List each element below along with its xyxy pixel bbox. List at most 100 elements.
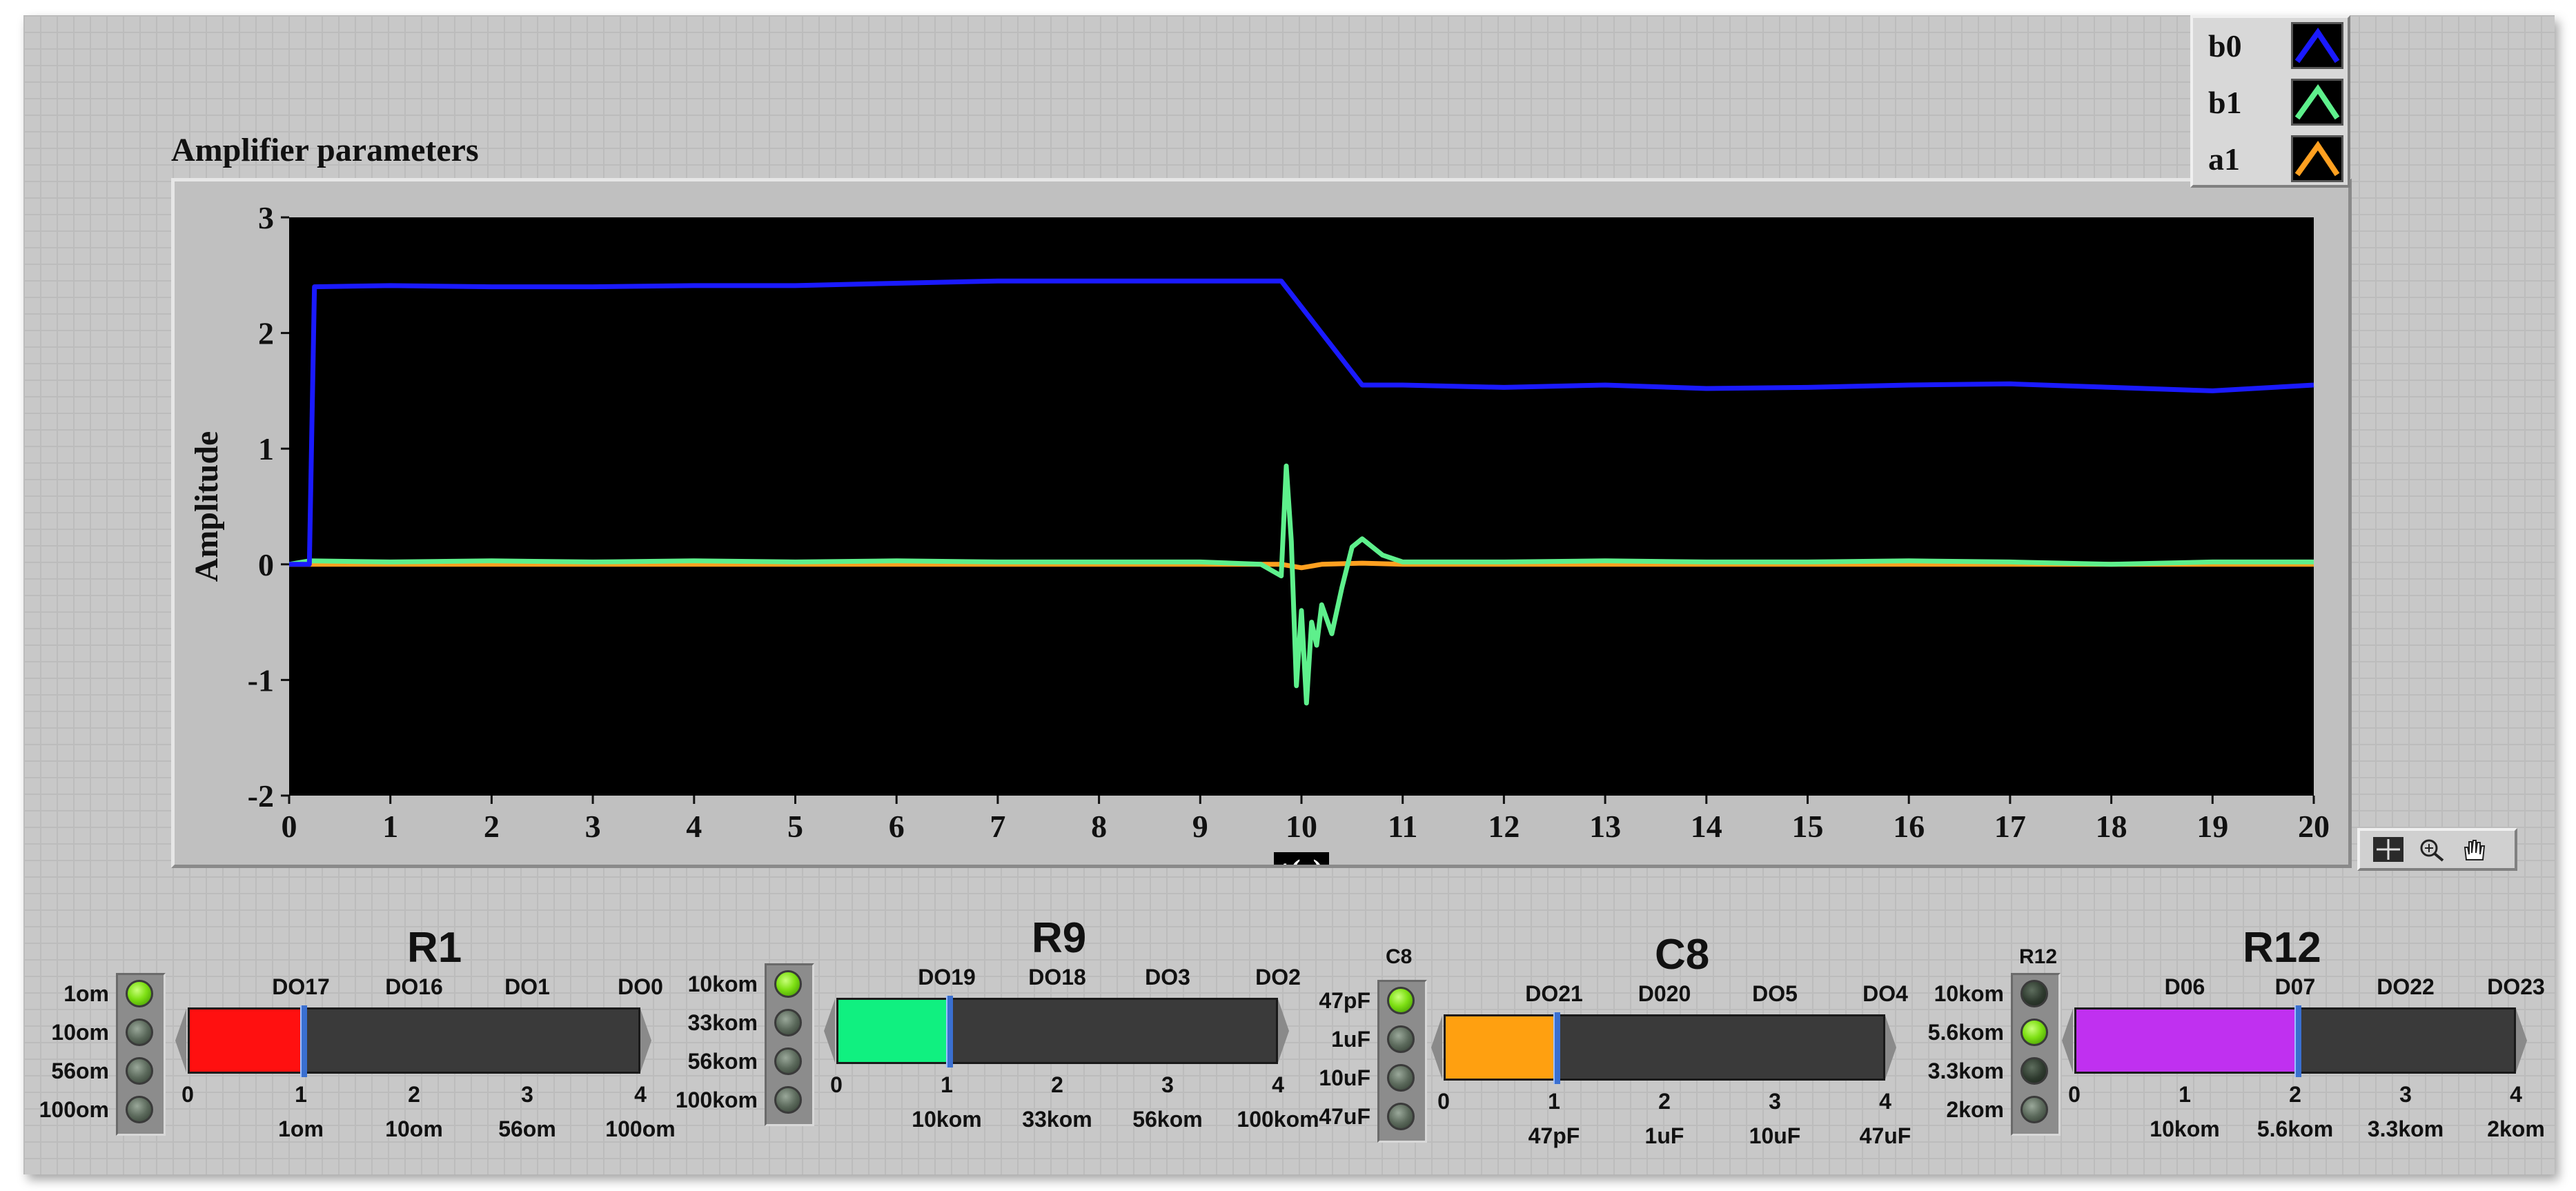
group-title-r1: R1 xyxy=(407,924,462,972)
led-label: 1uF xyxy=(1331,1027,1370,1052)
slider-value-label: 56kom xyxy=(1132,1107,1203,1132)
led-indicator[interactable] xyxy=(1387,1103,1415,1130)
slider-scale-number: 4 xyxy=(1879,1089,1891,1114)
slider-increment-arrow[interactable] xyxy=(1278,999,1289,1063)
slider-decrement-arrow[interactable] xyxy=(824,999,835,1063)
y-tick-label: 3 xyxy=(258,200,274,235)
led-indicator[interactable] xyxy=(126,980,153,1007)
slider-thumb[interactable] xyxy=(1553,1012,1560,1084)
y-tick-label: -1 xyxy=(248,662,274,698)
plot-legend[interactable]: b0 b1 a1 xyxy=(2190,15,2350,188)
plot-area xyxy=(289,217,2314,796)
led-indicator[interactable] xyxy=(1387,1025,1415,1053)
x-tick-label: 13 xyxy=(1589,809,1621,844)
group-title-r9: R9 xyxy=(1032,914,1087,962)
x-tick-label: 4 xyxy=(686,809,702,844)
slider-value-label: 47pF xyxy=(1528,1123,1580,1148)
series-line-b1 xyxy=(288,463,2314,706)
slider-track-r1[interactable] xyxy=(188,1005,640,1077)
slider-decrement-arrow[interactable] xyxy=(175,1009,186,1072)
legend-item-b0[interactable]: b0 xyxy=(2201,22,2346,70)
led-indicator[interactable] xyxy=(1387,987,1415,1014)
led-label: 47uF xyxy=(1319,1104,1370,1129)
slider-scale-number: 3 xyxy=(1161,1072,1174,1097)
led-indicator[interactable] xyxy=(1387,1064,1415,1092)
slider-channel-label: DO1 xyxy=(504,974,550,999)
slider-channel-label: DO2 xyxy=(1255,965,1301,990)
slider-fill xyxy=(838,1000,949,1062)
slider-thumb[interactable] xyxy=(2294,1005,2301,1077)
slider-channel-label: DO18 xyxy=(1028,965,1086,990)
led-label: 10uF xyxy=(1319,1065,1370,1090)
x-axis-label-box xyxy=(1274,852,1329,865)
slider-value-label: 100om xyxy=(605,1116,676,1141)
slider-channel-label: DO19 xyxy=(918,965,976,990)
x-tick-label: 1 xyxy=(382,809,398,844)
slider-channel-label: DO0 xyxy=(618,974,663,999)
led-label: 10om xyxy=(51,1020,109,1045)
graph-palette xyxy=(2357,828,2517,871)
slider-thumb[interactable] xyxy=(946,996,953,1067)
slider-scale-number: 0 xyxy=(1437,1089,1450,1114)
slider-scale-number: 3 xyxy=(521,1082,533,1107)
line-swatch-icon[interactable] xyxy=(2291,135,2343,182)
x-tick-label: 5 xyxy=(787,809,803,844)
crosshair-icon[interactable] xyxy=(2372,836,2404,863)
slider-value-label: 33kom xyxy=(1022,1107,1092,1132)
led-indicator[interactable] xyxy=(774,1009,802,1036)
slider-channel-label: D07 xyxy=(2274,974,2316,999)
slider-value-label: 10kom xyxy=(2150,1116,2220,1141)
slider-channel-label: DO21 xyxy=(1525,981,1583,1006)
legend-item-a1[interactable]: a1 xyxy=(2201,135,2346,184)
led-indicator[interactable] xyxy=(126,1096,153,1123)
slider-value-label: 10kom xyxy=(912,1107,982,1132)
line-swatch-icon[interactable] xyxy=(2291,22,2343,69)
slider-channel-label: DO23 xyxy=(2487,974,2545,999)
zoom-icon[interactable] xyxy=(2415,836,2447,863)
slider-thumb[interactable] xyxy=(300,1005,307,1077)
graph-title: Amplifier parameters xyxy=(171,132,479,168)
x-tick-label: 6 xyxy=(889,809,905,844)
line-swatch-icon[interactable] xyxy=(2291,79,2343,126)
led-indicator[interactable] xyxy=(126,1018,153,1046)
legend-label: b0 xyxy=(2208,28,2242,63)
led-indicator[interactable] xyxy=(2021,1057,2048,1085)
led-indicator[interactable] xyxy=(126,1057,153,1085)
slider-track-r12[interactable] xyxy=(2074,1005,2516,1077)
led-label: 33kom xyxy=(687,1010,758,1035)
slider-decrement-arrow[interactable] xyxy=(2062,1009,2073,1072)
waveform-graph: 3 2 1 0 -1 -2 0 1 2 3 4 5 6 7 8 9 10 11 12 13 14 15 16 17 18 19 20… xyxy=(171,178,2352,868)
led-indicator[interactable] xyxy=(2021,980,2048,1007)
slider-track-r9[interactable] xyxy=(836,996,1278,1067)
slider-increment-arrow[interactable] xyxy=(1885,1016,1896,1079)
led-indicator[interactable] xyxy=(2021,1096,2048,1123)
slider-value-label: 1uF xyxy=(1644,1123,1684,1148)
x-tick-label: 8 xyxy=(1091,809,1107,844)
slider-scale-number: 1 xyxy=(941,1072,953,1097)
x-tick-label: 14 xyxy=(1691,809,1722,844)
led-label: 1om xyxy=(63,981,109,1006)
x-tick-label: 12 xyxy=(1488,809,1520,844)
x-tick-label: 0 xyxy=(282,809,297,844)
slider-increment-arrow[interactable] xyxy=(640,1009,651,1072)
slider-channel-label: DO17 xyxy=(272,974,330,999)
slider-scale-number: 2 xyxy=(408,1082,420,1107)
slider-channel-label: DO22 xyxy=(2377,974,2435,999)
led-indicator[interactable] xyxy=(2021,1018,2048,1046)
led-indicator[interactable] xyxy=(774,1086,802,1114)
slider-decrement-arrow[interactable] xyxy=(1431,1016,1442,1079)
legend-item-b1[interactable]: b1 xyxy=(2201,79,2346,127)
x-tick-label: 10 xyxy=(1286,809,1317,844)
led-label: 47pF xyxy=(1319,988,1370,1013)
pan-hand-icon[interactable] xyxy=(2458,836,2490,863)
slider-channel-label: DO5 xyxy=(1752,981,1798,1006)
led-indicator[interactable] xyxy=(774,970,802,998)
led-label: 56kom xyxy=(687,1049,758,1074)
led-indicator[interactable] xyxy=(774,1047,802,1075)
slider-value-label: 1om xyxy=(278,1116,324,1141)
slider-scale-number: 0 xyxy=(830,1072,843,1097)
slider-track-c8[interactable] xyxy=(1444,1012,1885,1084)
slider-increment-arrow[interactable] xyxy=(2516,1009,2527,1072)
x-tick-label: 7 xyxy=(990,809,1005,844)
